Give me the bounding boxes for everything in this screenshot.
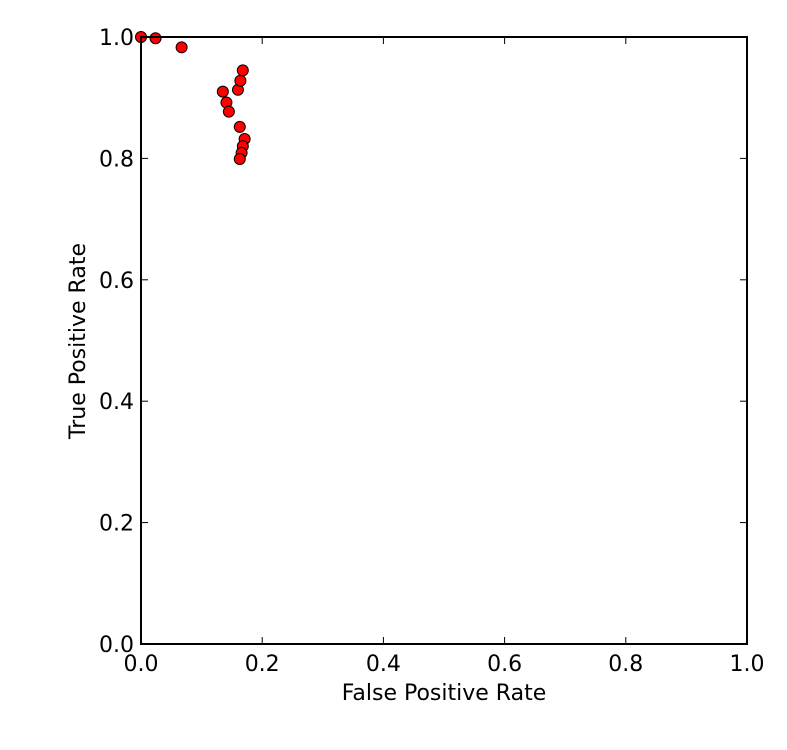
x-tick-label: 0.8	[608, 652, 643, 677]
x-tick-labels: 0.0 0.2 0.4 0.6 0.8 1.0	[124, 652, 765, 677]
data-point	[233, 120, 246, 133]
x-tick-label: 0.0	[124, 652, 159, 677]
y-axis-label: True Positive Rate	[66, 243, 91, 440]
data-point	[222, 105, 235, 118]
data-point	[236, 64, 249, 77]
x-tick-label: 0.6	[487, 652, 522, 677]
y-tick-label: 1.0	[99, 26, 134, 51]
y-tick-label: 0.8	[99, 147, 134, 172]
x-tick-label: 0.2	[245, 652, 280, 677]
y-tick-label: 0.2	[99, 512, 134, 537]
y-tick-label: 0.6	[99, 269, 134, 294]
y-tick-label: 0.4	[99, 390, 134, 415]
y-tick-labels: 0.0 0.2 0.4 0.6 0.8 1.0	[99, 26, 134, 658]
data-point	[149, 32, 162, 45]
data-point	[234, 74, 247, 87]
data-point	[175, 41, 188, 54]
y-tick-label: 0.0	[99, 633, 134, 658]
x-axis-label: False Positive Rate	[342, 681, 546, 706]
data-points	[135, 31, 251, 166]
x-tick-label: 0.4	[366, 652, 401, 677]
plot-frame	[140, 36, 748, 645]
plot-area	[141, 37, 747, 644]
data-point	[233, 153, 246, 166]
data-point	[216, 85, 229, 98]
x-tick-label: 1.0	[730, 652, 765, 677]
